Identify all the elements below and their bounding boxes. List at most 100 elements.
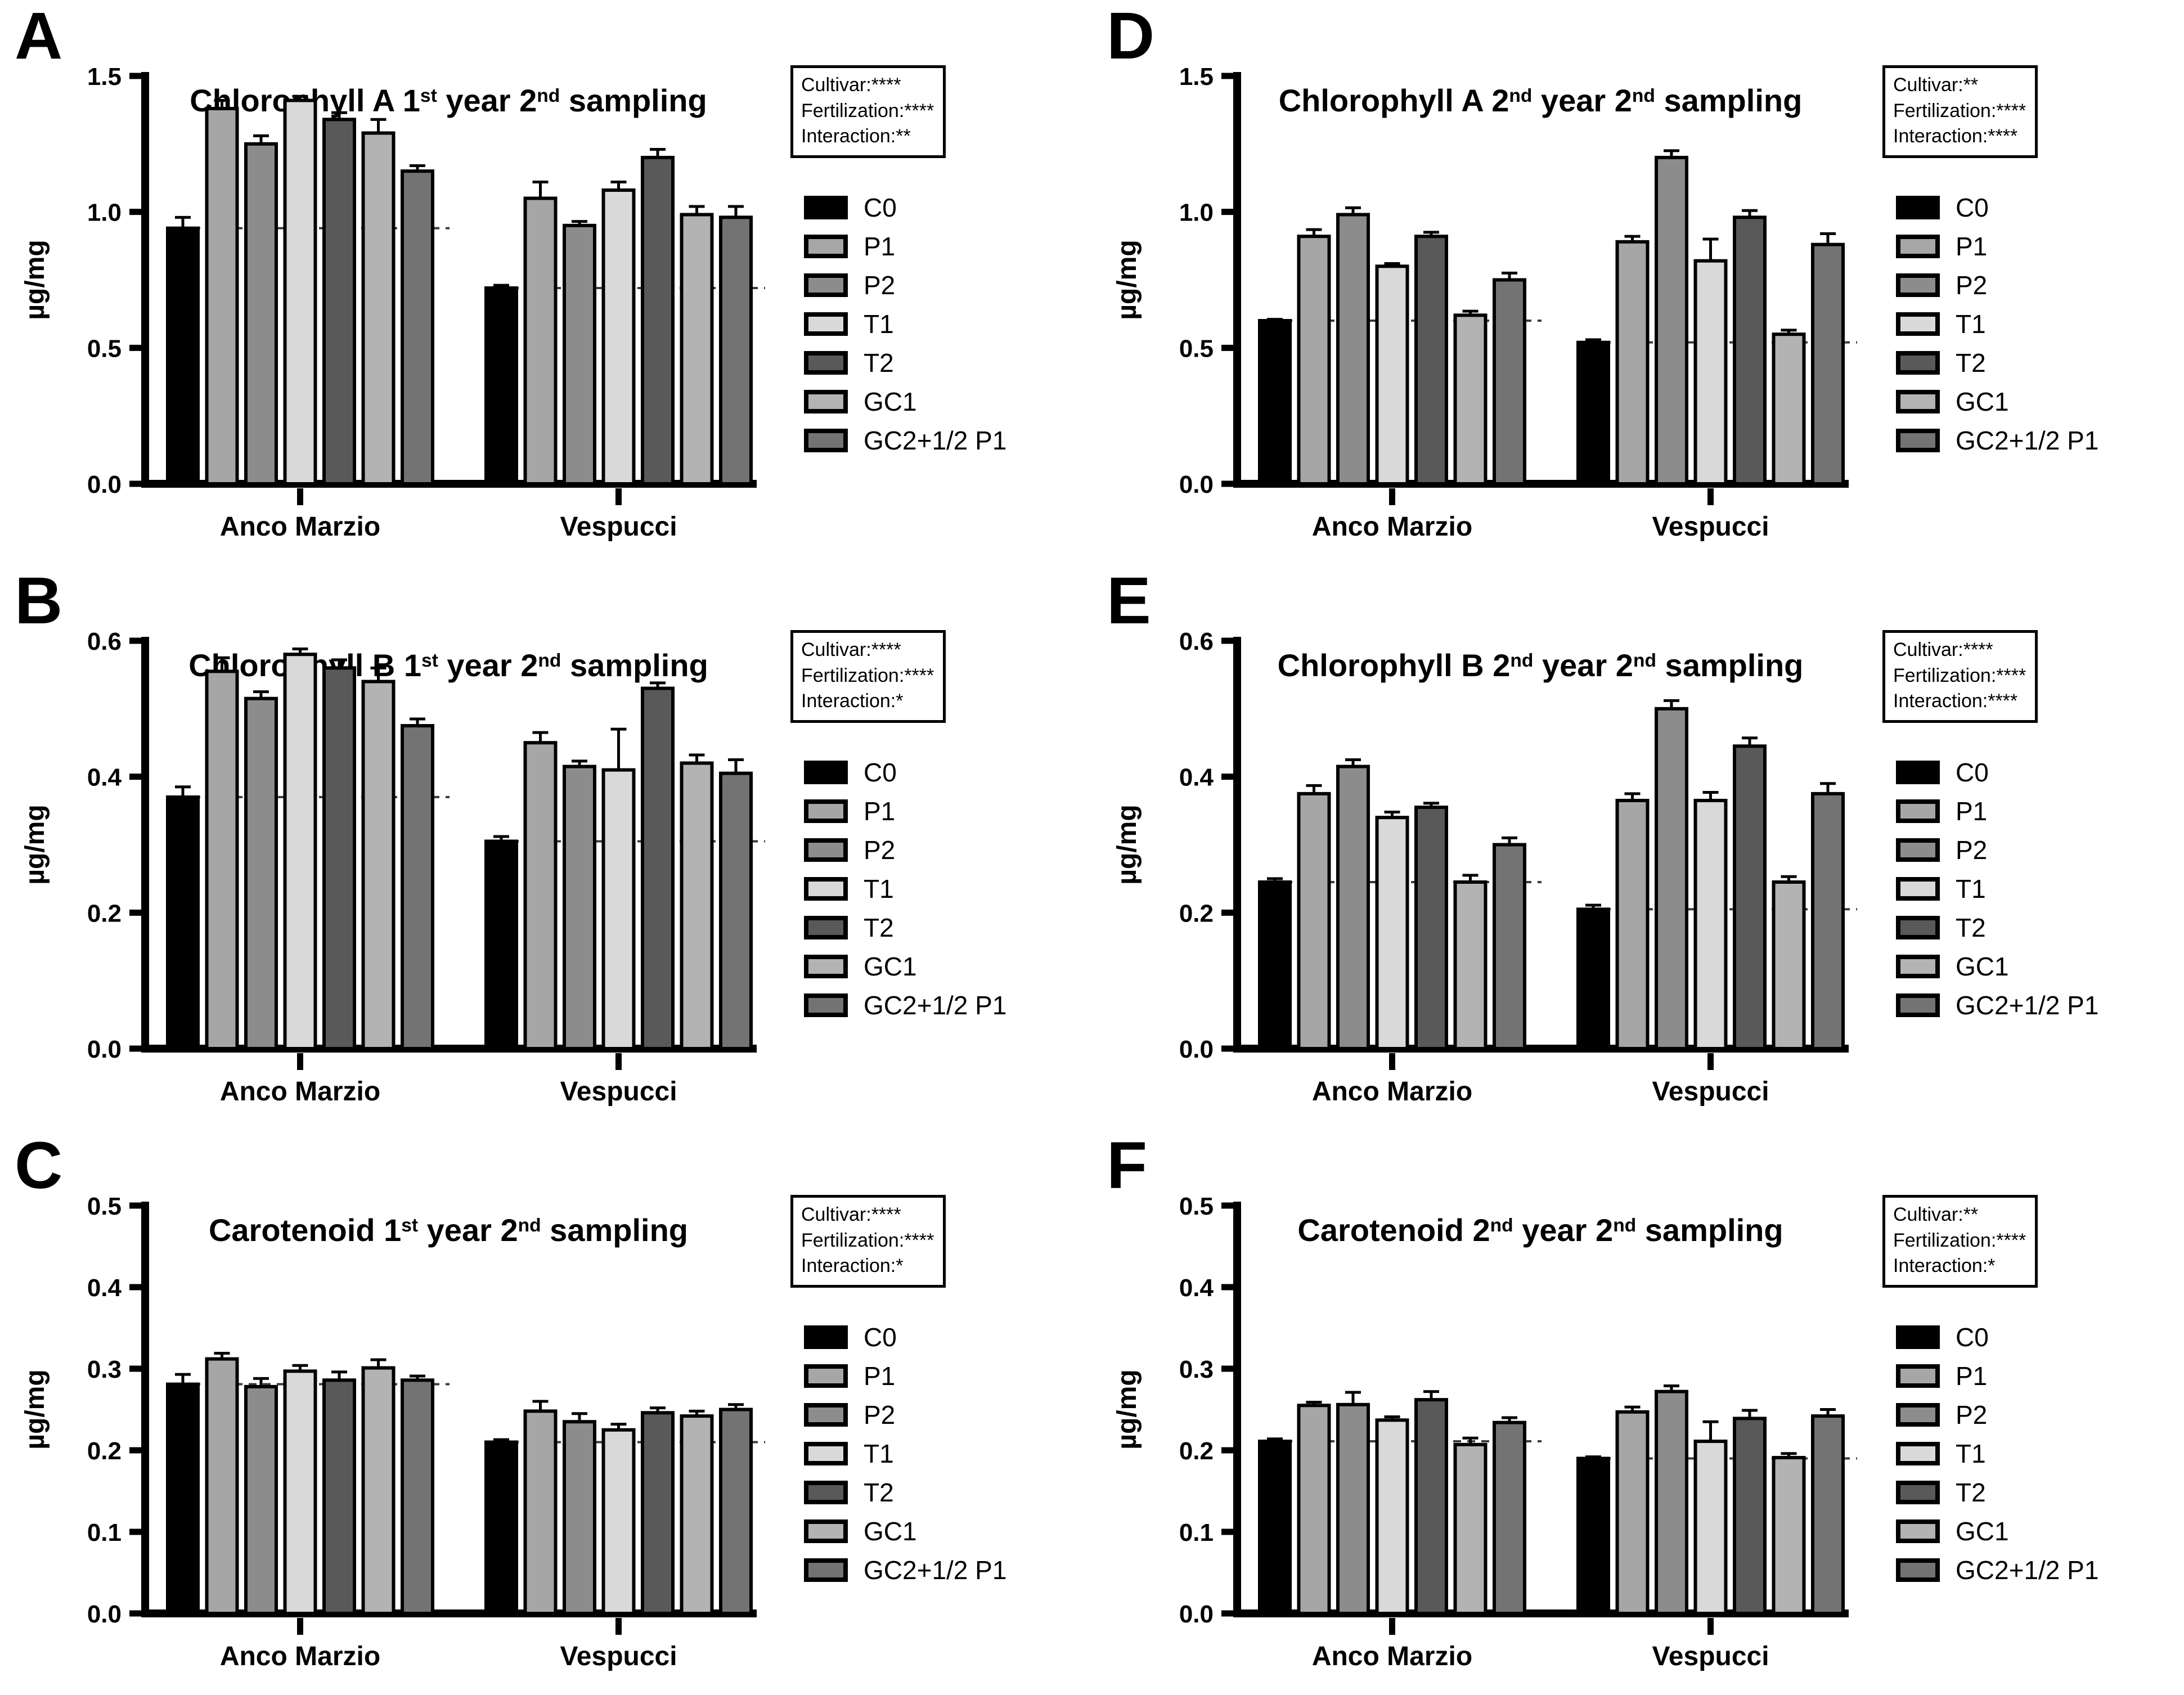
bar [283,653,317,1050]
legend-label: P1 [1956,1361,1988,1391]
legend-swatch-icon [804,235,848,259]
bar [166,1382,200,1615]
legend-item: P2 [1896,1396,2175,1435]
stats-fertilization: Fertilization:**** [801,664,934,686]
legend-swatch-icon [1896,351,1940,375]
legend-item: GC2+1/2 P1 [804,421,1083,460]
bar [1655,156,1688,485]
title-text: Carotenoid 1 [208,1212,402,1248]
bar [563,765,596,1050]
legend-label: T1 [1956,309,1986,339]
group-label: Anco Marzio [1312,1077,1472,1107]
legend-item: P1 [1896,792,2175,831]
stats-interaction: Interaction:* [1893,1255,1996,1277]
y-tick-label: 1.0 [87,199,122,227]
legend-swatch-icon [804,196,848,220]
legend-label: GC1 [864,952,917,982]
bar [1375,1418,1409,1615]
legend-label: P1 [864,232,896,262]
bar [680,1414,714,1615]
legend-item: P1 [804,792,1083,831]
title-superscript: st [421,650,438,672]
group-label: Anco Marzio [220,1642,380,1671]
legend-item: P1 [1896,227,2175,266]
title-text: sampling [561,648,708,683]
legend-swatch-icon [1896,799,1940,824]
legend-item: T1 [1896,305,2175,344]
panel-f: F Carotenoid 2nd year 2nd sampling 0.0 0.… [1092,1130,2184,1695]
y-axis-title: µg/mg [20,1369,50,1449]
legend-item: T2 [804,1473,1083,1512]
legend-label: GC2+1/2 P1 [864,991,1007,1020]
bar [1258,1440,1292,1615]
stats-interaction: Interaction:* [801,690,904,712]
bar [484,839,518,1050]
y-tick-label: 0.1 [1179,1519,1214,1546]
legend-swatch-icon [804,1519,848,1544]
chart-title: Carotenoid 1st year 2nd sampling [66,1212,831,1248]
bar [401,1378,434,1615]
bar [166,226,200,485]
title-superscript: nd [1490,1215,1513,1237]
bar [601,768,636,1050]
title-superscript: nd [1509,86,1533,107]
title-text: sampling [1656,648,1804,683]
stats-fertilization: Fertilization:**** [1893,1229,2026,1251]
legend-label: GC2+1/2 P1 [864,1555,1007,1585]
bar [244,142,278,486]
legend: Cultivar:** Fertilization:**** Interacti… [1882,1195,2175,1590]
legend-item: C0 [1896,1318,2175,1357]
legend-item: T1 [804,305,1083,344]
legend-label: GC1 [1956,1517,2009,1546]
group-label: Vespucci [1652,1077,1769,1107]
stats-cultivar: Cultivar:** [1893,1204,1979,1225]
stats-cultivar: Cultivar:**** [801,639,901,660]
bar [1258,880,1292,1050]
stats-box: Cultivar:**** Fertilization:**** Interac… [790,1195,946,1288]
y-tick-label: 0.4 [87,1274,122,1302]
legend: Cultivar:**** Fertilization:**** Interac… [790,65,1083,460]
title-text: sampling [560,83,707,118]
legend-swatch-icon [804,838,848,862]
bar [1811,792,1845,1050]
legend-swatch-icon [804,351,848,375]
bar [1733,1417,1767,1615]
title-text: Carotenoid 2 [1297,1212,1490,1248]
legend-list: C0 P1 P2 T1 T2 GC1 GC2+1/2 P1 [804,1318,1083,1590]
bar [1336,213,1370,485]
bar [563,223,596,485]
bar [1375,264,1409,485]
bar [1453,1442,1488,1615]
bar [641,686,675,1051]
y-tick-label: 0.2 [1179,1437,1214,1465]
legend-swatch-icon [1896,1558,1940,1582]
legend-swatch-icon [804,1481,848,1505]
legend-list: C0 P1 P2 T1 T2 GC1 GC2+1/2 P1 [1896,1318,2175,1590]
legend-label: GC2+1/2 P1 [1956,991,2099,1020]
bar [719,215,753,485]
legend-label: C0 [864,193,897,223]
legend-swatch-icon [804,1325,848,1350]
legend-label: C0 [864,758,897,788]
legend-list: C0 P1 P2 T1 T2 GC1 GC2+1/2 P1 [804,188,1083,460]
panel-letter: B [15,565,63,638]
y-tick-label: 0.6 [87,628,122,655]
title-superscript: nd [538,650,561,672]
bar [1811,1414,1845,1615]
legend: Cultivar:**** Fertilization:**** Interac… [1882,630,2175,1025]
bar [205,1357,239,1615]
group-label: Vespucci [1652,1642,1769,1671]
chart-title: Chlorophyll B 2nd year 2nd sampling [1158,647,1923,684]
bar [523,741,558,1050]
panel-c: C Carotenoid 1st year 2nd sampling 0.0 0.… [0,1130,1092,1695]
legend-item: GC2+1/2 P1 [1896,421,2175,460]
legend-item: T1 [1896,1435,2175,1473]
legend-label: P2 [864,1400,896,1430]
legend-swatch-icon [804,1403,848,1427]
bar [1297,235,1331,485]
bar-chart: 0.0 0.2 0.4 0.6 µg/mg Anco Marzio Vespucci [20,628,765,1107]
group-label: Anco Marzio [1312,512,1472,542]
stats-cultivar: Cultivar:**** [801,74,901,96]
legend-swatch-icon [1896,993,1940,1018]
